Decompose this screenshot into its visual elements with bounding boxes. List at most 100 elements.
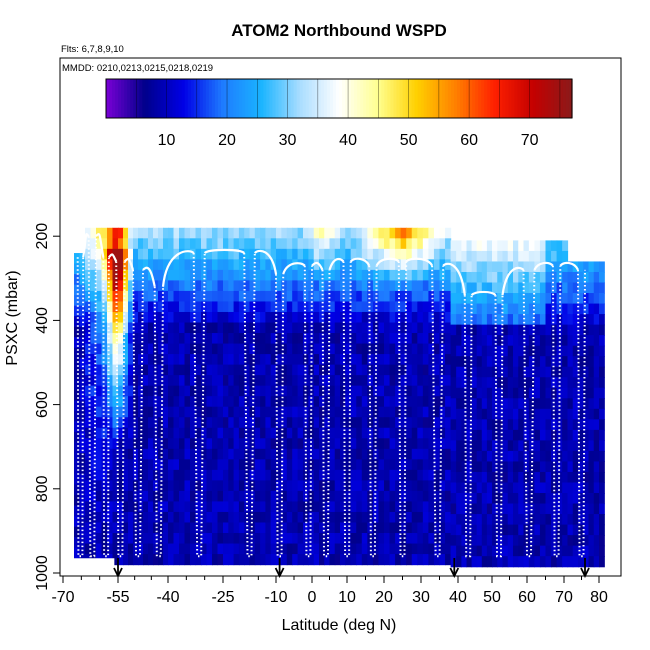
heatmap-cell — [292, 417, 299, 429]
heatmap-cell — [523, 429, 530, 441]
colorbar-swatch — [233, 79, 237, 118]
heatmap-cell — [539, 377, 547, 389]
heatmap-cell — [378, 396, 385, 408]
heatmap-cell — [233, 375, 240, 387]
heatmap-cell — [281, 322, 288, 334]
heatmap-cell — [223, 322, 229, 334]
heatmap-cell — [450, 482, 457, 494]
heatmap-cell — [545, 419, 552, 431]
heatmap-cell — [281, 533, 288, 545]
heatmap-cell — [539, 240, 547, 252]
colorbar-swatch — [296, 79, 301, 118]
colorbar-swatch — [275, 79, 280, 118]
heatmap-cell — [481, 293, 488, 305]
heatmap-cell — [456, 324, 462, 336]
heatmap-cell — [265, 543, 272, 555]
heatmap-cell — [148, 238, 154, 250]
heatmap-cell — [433, 290, 441, 303]
heatmap-cell — [456, 440, 462, 452]
heatmap-cell — [303, 459, 309, 471]
heatmap-cell — [153, 448, 159, 460]
colorbar-swatch — [511, 79, 516, 118]
heatmap-cell — [329, 343, 336, 355]
heatmap-cell — [593, 398, 600, 410]
heatmap-cell — [143, 480, 149, 492]
heatmap-cell — [179, 448, 186, 460]
heatmap-cell — [593, 335, 600, 347]
heatmap-cell — [223, 385, 229, 397]
heatmap-cell — [518, 261, 525, 273]
heatmap-cell — [85, 354, 92, 366]
heatmap-cell — [184, 438, 191, 450]
heatmap-cell — [466, 356, 473, 368]
heatmap-cell — [292, 501, 299, 513]
heatmap-cell — [411, 301, 418, 313]
heatmap-cell — [476, 271, 483, 284]
heatmap-cell — [545, 493, 552, 505]
heatmap-cell — [599, 408, 605, 420]
heatmap-cell — [260, 322, 266, 334]
heatmap-cell — [350, 248, 357, 260]
heatmap-cell — [562, 293, 569, 305]
heatmap-cell — [195, 554, 202, 566]
heatmap-cell — [249, 427, 256, 439]
heatmap-cell — [313, 364, 320, 376]
heatmap-cell — [118, 417, 124, 429]
heatmap-cell — [593, 387, 600, 399]
heatmap-cell — [128, 459, 134, 471]
heatmap-cell — [123, 406, 129, 418]
heatmap-cell — [340, 248, 346, 260]
heatmap-cell — [329, 459, 336, 471]
heatmap-cell — [417, 227, 424, 239]
heatmap-cell — [249, 269, 256, 282]
heatmap-cell — [486, 524, 493, 536]
heatmap-cell — [417, 427, 424, 439]
heatmap-cell — [265, 364, 272, 376]
heatmap-cell — [79, 442, 86, 454]
heatmap-cell — [128, 533, 134, 545]
heatmap-cell — [163, 490, 169, 503]
heatmap-cell — [406, 522, 413, 534]
heatmap-cell — [395, 543, 402, 555]
heatmap-cell — [528, 419, 535, 431]
heatmap-cell — [179, 385, 186, 397]
heatmap-cell — [217, 248, 224, 260]
heatmap-cell — [168, 375, 175, 387]
heatmap-cell — [265, 280, 272, 292]
heatmap-cell — [583, 282, 590, 294]
heatmap-cell — [545, 293, 552, 305]
heatmap-cell — [260, 227, 266, 239]
heatmap-cell — [217, 511, 224, 524]
colorbar-swatch — [175, 79, 180, 118]
heatmap-cell — [308, 269, 315, 282]
heatmap-cell — [523, 398, 530, 410]
heatmap-cell — [486, 345, 493, 357]
heatmap-cell — [233, 248, 240, 260]
colorbar: 10 20 30 40 50 60 70 — [105, 78, 573, 149]
heatmap-cell — [545, 250, 552, 263]
heatmap-cell — [400, 290, 407, 303]
heatmap-cell — [417, 554, 424, 566]
heatmap-cell — [179, 259, 186, 271]
heatmap-cell — [101, 354, 108, 366]
heatmap-cell — [345, 375, 352, 387]
heatmap-cell — [173, 354, 180, 366]
heatmap-cell — [471, 240, 478, 252]
heatmap-cell — [276, 311, 282, 324]
heatmap-cell — [107, 490, 114, 503]
heatmap-cell — [195, 469, 202, 481]
heatmap-cell — [492, 387, 498, 399]
heatmap-cell — [439, 522, 446, 534]
heatmap-cell — [260, 543, 266, 555]
heatmap-cell — [74, 537, 81, 549]
heatmap-cell — [228, 227, 235, 239]
heatmap-cell — [260, 554, 266, 566]
heatmap-cell — [395, 490, 402, 503]
heatmap-cell — [428, 480, 435, 492]
no-data-area — [60, 558, 115, 576]
colorbar-swatch — [411, 79, 416, 118]
heatmap-cell — [233, 448, 240, 460]
heatmap-cell — [545, 471, 552, 484]
heatmap-cell — [90, 269, 97, 282]
heatmap-cell — [158, 301, 164, 313]
